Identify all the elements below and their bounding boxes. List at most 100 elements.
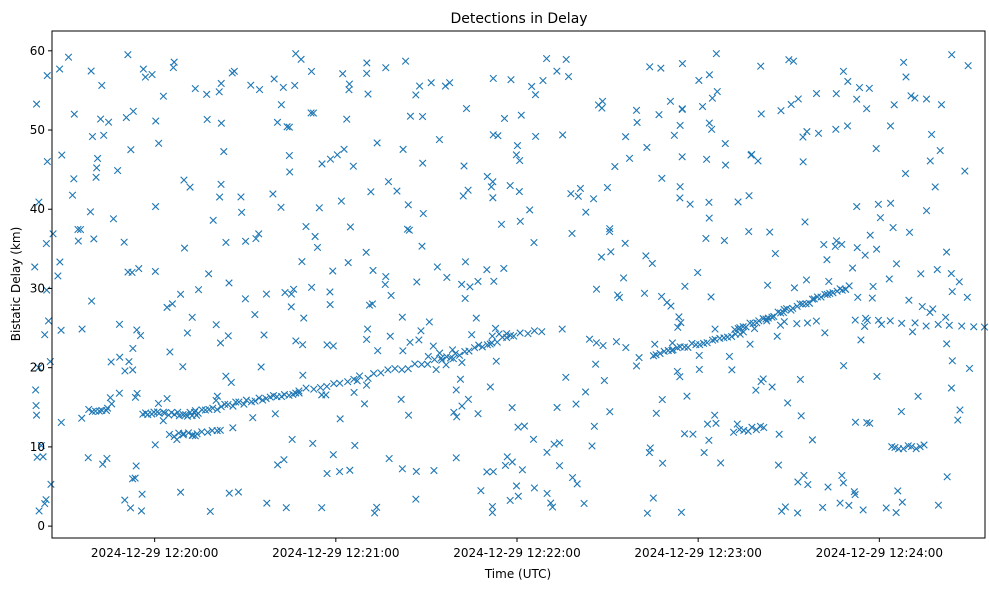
data-point <box>676 121 684 130</box>
data-point <box>926 157 934 165</box>
data-point <box>768 313 776 321</box>
data-point <box>874 316 883 325</box>
data-point <box>591 360 600 368</box>
data-point <box>183 329 192 337</box>
data-point <box>500 264 508 273</box>
data-point <box>877 320 886 329</box>
x-tick-label: 2024-12-29 12:24:00 <box>816 546 943 560</box>
data-point <box>590 422 599 431</box>
data-point <box>55 65 64 73</box>
data-point <box>589 195 598 203</box>
data-point <box>516 329 524 337</box>
data-point <box>386 332 394 340</box>
data-point <box>464 395 473 403</box>
y-axis-label: Bistatic Delay (km) <box>9 227 23 342</box>
data-point <box>865 84 874 92</box>
data-point <box>487 183 496 191</box>
data-point <box>669 346 677 354</box>
data-point <box>970 323 978 331</box>
data-point <box>517 111 525 119</box>
data-point <box>843 122 852 130</box>
data-point <box>225 279 233 287</box>
data-point <box>216 339 225 347</box>
data-point <box>489 467 497 476</box>
data-point <box>128 268 136 277</box>
data-point <box>76 225 85 234</box>
data-point <box>458 358 466 367</box>
data-point <box>54 272 62 280</box>
data-point <box>92 164 101 172</box>
data-point <box>362 248 370 257</box>
data-point <box>622 343 630 352</box>
data-point <box>365 301 374 309</box>
data-point <box>170 58 178 66</box>
data-point <box>582 208 590 216</box>
data-point <box>277 100 286 109</box>
data-point <box>567 189 575 198</box>
data-point <box>107 358 115 366</box>
data-point <box>789 57 798 65</box>
data-point <box>129 344 137 353</box>
data-point <box>777 107 785 115</box>
data-point <box>336 379 344 387</box>
data-point <box>854 293 862 301</box>
data-point <box>309 439 317 448</box>
data-point <box>363 325 372 333</box>
data-point <box>886 199 895 207</box>
data-point <box>151 202 160 211</box>
data-point <box>763 317 771 325</box>
data-point <box>95 407 104 415</box>
data-point <box>625 154 634 163</box>
data-point <box>746 340 754 348</box>
data-point <box>346 466 354 474</box>
data-point <box>802 276 811 284</box>
data-point <box>823 290 832 299</box>
data-point <box>109 215 118 223</box>
data-point <box>817 293 825 301</box>
data-point <box>754 157 762 165</box>
data-point <box>93 154 102 163</box>
data-point <box>247 81 255 89</box>
data-point <box>500 114 509 123</box>
data-point <box>771 249 780 258</box>
data-point <box>707 125 716 133</box>
data-point <box>796 300 804 308</box>
data-point <box>676 194 684 202</box>
data-point <box>260 331 268 339</box>
data-point <box>477 486 485 495</box>
data-point <box>812 317 821 325</box>
data-point <box>873 372 881 381</box>
data-point <box>872 245 881 253</box>
data-point <box>451 349 459 358</box>
data-point <box>750 324 759 333</box>
data-point <box>155 409 163 417</box>
data-point <box>106 393 115 402</box>
data-point <box>224 332 232 340</box>
data-point <box>417 327 425 335</box>
data-point <box>890 101 898 109</box>
data-point <box>163 303 171 312</box>
data-point <box>43 71 51 80</box>
data-point <box>572 400 580 408</box>
data-point <box>702 234 710 243</box>
data-point <box>283 123 291 131</box>
data-point <box>651 340 659 348</box>
data-point <box>632 106 641 114</box>
data-point <box>745 192 753 200</box>
data-point <box>406 338 414 347</box>
data-point <box>948 287 956 296</box>
data-point <box>404 201 412 209</box>
data-point <box>203 90 211 99</box>
data-point <box>911 319 919 327</box>
data-point <box>131 474 139 482</box>
data-point <box>255 85 264 94</box>
data-point <box>269 190 277 198</box>
data-point <box>465 347 473 355</box>
data-point <box>801 218 809 226</box>
data-point <box>707 293 715 301</box>
data-point <box>607 248 615 256</box>
data-point <box>115 389 124 397</box>
data-point <box>255 394 263 402</box>
data-point <box>894 487 902 495</box>
data-point <box>135 264 143 273</box>
